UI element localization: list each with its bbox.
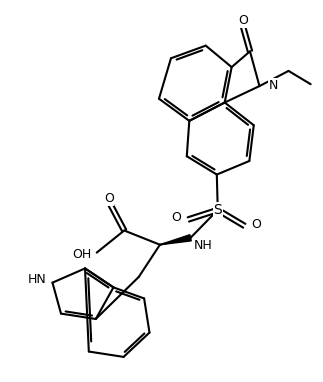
Text: HN: HN: [27, 273, 46, 286]
Text: O: O: [104, 192, 114, 205]
Text: OH: OH: [72, 248, 91, 261]
Text: O: O: [251, 218, 261, 231]
Text: N: N: [268, 79, 278, 92]
Text: S: S: [214, 203, 222, 217]
Polygon shape: [160, 235, 191, 245]
Text: O: O: [238, 15, 248, 28]
Text: NH: NH: [194, 240, 213, 253]
Text: O: O: [172, 211, 182, 224]
